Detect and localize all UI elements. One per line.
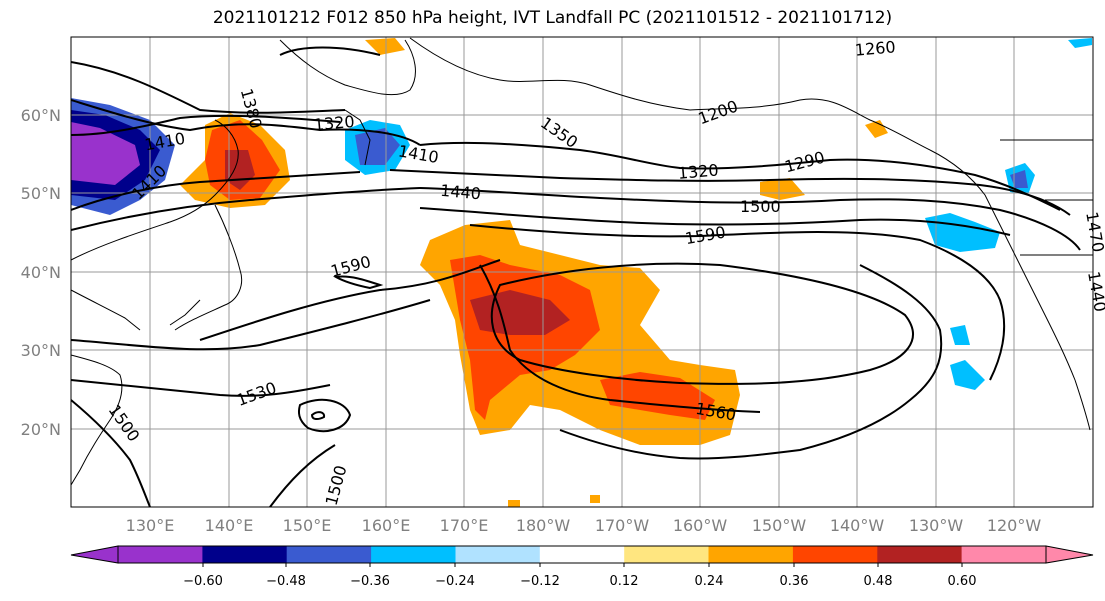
lon-label: 140°E: [205, 516, 254, 535]
contour-label: 1260: [854, 37, 896, 59]
colorbar-tick-label: 0.36: [780, 574, 809, 589]
colorbar-tick-label: −0.60: [183, 574, 223, 589]
lat-label: 20°N: [21, 420, 61, 439]
lon-label: 170°W: [595, 516, 650, 535]
lat-label: 30°N: [21, 341, 61, 360]
contour-label: 1320: [313, 112, 355, 134]
contour-label: 1440: [1084, 270, 1105, 313]
contour-label: 1440: [439, 181, 481, 203]
lon-label: 160°E: [362, 516, 411, 535]
contour-label: 1320: [677, 160, 719, 182]
lon-label: 170°E: [440, 516, 489, 535]
colorbar-tick-label: −0.12: [520, 574, 560, 589]
contour-label: 1500: [740, 197, 781, 216]
colorbar-tick-label: 0.12: [610, 574, 639, 589]
lon-label: 160°W: [673, 516, 728, 535]
lon-label: 140°W: [830, 516, 885, 535]
colorbar-over-arrow: [1045, 545, 1094, 564]
height-contours: [71, 46, 1081, 507]
colorbar-under-arrow: [70, 545, 119, 564]
colorbar-cell: [118, 546, 203, 563]
lon-label: 120°W: [987, 516, 1042, 535]
lon-label: 130°W: [909, 516, 964, 535]
colorbar-frame: [117, 545, 1047, 564]
colorbar-cell: [202, 546, 288, 563]
lon-label: 150°E: [283, 516, 332, 535]
colorbar-tick-label: 0.48: [864, 574, 893, 589]
colorbar-tick-label: −0.48: [266, 574, 306, 589]
lat-label: 40°N: [21, 263, 61, 282]
colorbar: −0.60 −0.48 −0.36 −0.24 −0.12 0.12 0.24 …: [70, 545, 1094, 589]
colorbar-tick-label: −0.24: [435, 574, 475, 589]
colorbar-cell: [286, 546, 372, 563]
colorbar-tick-label: 0.24: [695, 574, 724, 589]
colorbar-cell: [961, 546, 1047, 563]
ivt-shading: [71, 38, 1092, 507]
colorbar-cell: [624, 546, 710, 563]
lat-label: 60°N: [21, 106, 61, 125]
graticule: [71, 37, 1093, 507]
colorbar-cell: [371, 546, 456, 563]
map-title: 2021101212 F012 850 hPa height, IVT Land…: [212, 8, 893, 28]
colorbar-cell: [708, 546, 794, 563]
coastlines: [71, 37, 1093, 486]
lat-label: 50°N: [21, 184, 61, 203]
plot-frame: [70, 36, 1094, 508]
lon-label: 150°W: [752, 516, 807, 535]
colorbar-cell: [877, 546, 963, 563]
colorbar-cell: [455, 546, 541, 563]
lon-label: 130°E: [126, 516, 175, 535]
colorbar-tick-label: −0.36: [350, 574, 390, 589]
lon-label: 180°W: [516, 516, 571, 535]
colorbar-cell: [539, 546, 625, 563]
contour-label: 1470: [1082, 210, 1105, 253]
colorbar-tick-label: 0.60: [948, 574, 977, 589]
colorbar-cell: [792, 546, 878, 563]
